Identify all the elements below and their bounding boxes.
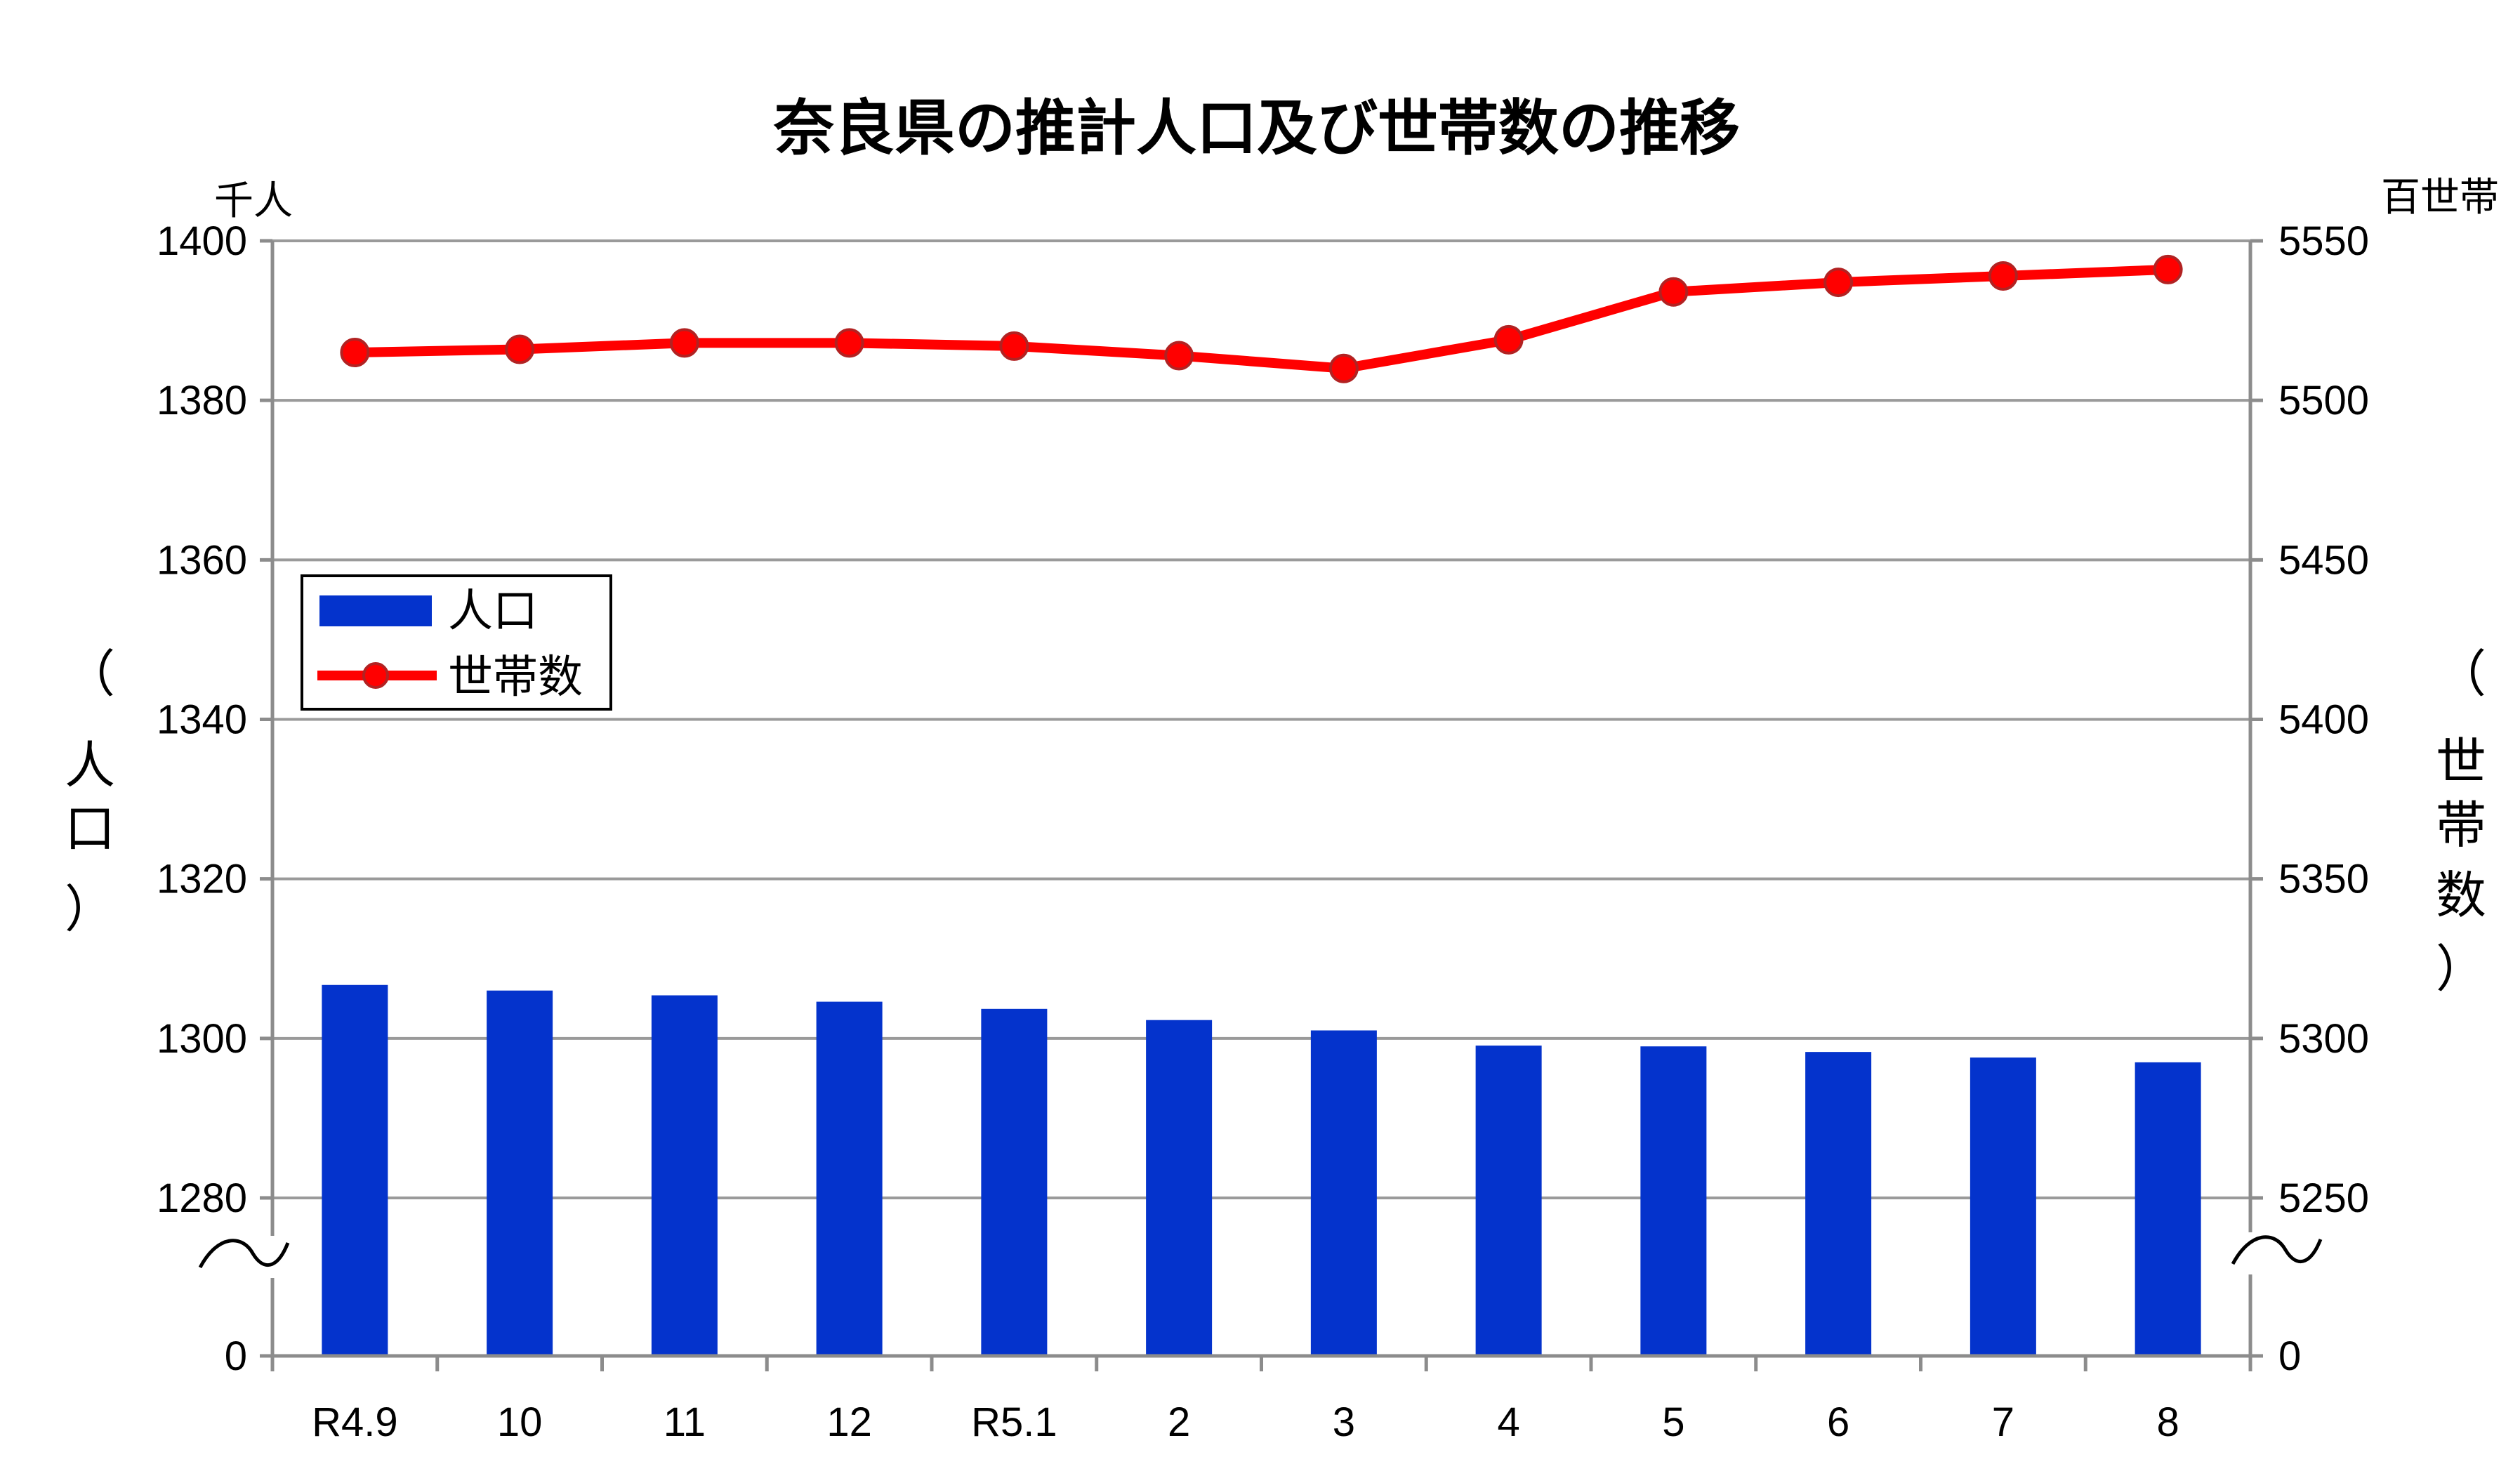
point-3 bbox=[1328, 353, 1359, 383]
point-8 bbox=[2153, 254, 2183, 284]
population-bars bbox=[322, 984, 2201, 1356]
point-7 bbox=[1988, 261, 2018, 291]
x-tick-label: 2 bbox=[1168, 1399, 1190, 1445]
households-line bbox=[340, 254, 2183, 383]
x-tick-label: 8 bbox=[2156, 1399, 2179, 1445]
bar-12 bbox=[816, 1001, 883, 1356]
point-4 bbox=[1493, 324, 1524, 355]
left-tick-label: 1360 bbox=[157, 537, 247, 583]
bar-R5.1 bbox=[981, 1008, 1048, 1356]
left-tick-label: 1400 bbox=[157, 218, 247, 264]
right-axis-title: （ 世帯数 ） bbox=[2436, 645, 2486, 998]
right-tick-label: 5300 bbox=[2278, 1016, 2369, 1062]
right-axis-title-char: （ bbox=[2436, 645, 2486, 704]
axes bbox=[260, 239, 2263, 1371]
legend: 人口 世帯数 bbox=[301, 574, 612, 711]
bar-4 bbox=[1475, 1046, 1542, 1356]
point-R4.9 bbox=[340, 338, 370, 368]
x-tick-label: 4 bbox=[1497, 1399, 1519, 1445]
point-10 bbox=[505, 334, 535, 364]
right-tick-label: 0 bbox=[2278, 1333, 2301, 1379]
right-axis-title-char: 帯 bbox=[2436, 796, 2486, 855]
axis-break-left-icon bbox=[193, 1236, 295, 1278]
left-tick-label: 1340 bbox=[157, 697, 247, 743]
x-axis-tick-labels: R4.9 10 11 12 R5.1 2 3 4 5 6 7 8 bbox=[312, 1399, 2179, 1445]
left-axis-tick-labels: 1400 1380 1360 1340 1320 1300 1280 0 bbox=[157, 218, 247, 1379]
bar-6 bbox=[1805, 1052, 1872, 1356]
left-tick-label: 0 bbox=[225, 1333, 247, 1379]
right-tick-label: 5450 bbox=[2278, 537, 2369, 583]
point-5 bbox=[1658, 277, 1689, 307]
left-tick-label: 1320 bbox=[157, 857, 247, 902]
point-12 bbox=[834, 328, 864, 358]
right-axis-title-char: 世 bbox=[2436, 732, 2486, 791]
point-R5.1 bbox=[999, 331, 1029, 361]
legend-swatch-population bbox=[319, 595, 432, 626]
left-axis-title-char: 人 bbox=[65, 736, 115, 795]
legend-label-households: 世帯数 bbox=[448, 652, 583, 704]
gridlines bbox=[272, 239, 2250, 1199]
left-tick-label: 1300 bbox=[157, 1016, 247, 1062]
left-tick-label: 1280 bbox=[157, 1175, 247, 1221]
x-tick-label: 10 bbox=[497, 1399, 543, 1445]
bar-11 bbox=[651, 995, 718, 1356]
left-tick-label: 1380 bbox=[157, 378, 247, 423]
x-tick-label: 11 bbox=[664, 1399, 706, 1445]
left-axis-title: （ 人口 ） bbox=[65, 645, 115, 939]
right-tick-label: 5350 bbox=[2278, 857, 2369, 902]
right-axis-tick-labels: 5550 5500 5450 5400 5350 5300 5250 0 bbox=[2278, 218, 2369, 1379]
bar-8 bbox=[2135, 1062, 2201, 1356]
x-tick-label: 3 bbox=[1333, 1399, 1355, 1445]
axis-break-right-icon bbox=[2226, 1232, 2328, 1274]
households-line-path bbox=[355, 264, 2168, 374]
right-tick-label: 5500 bbox=[2278, 378, 2369, 423]
left-axis-title-char: ） bbox=[65, 880, 115, 939]
bar-3 bbox=[1310, 1030, 1377, 1356]
legend-marker-households bbox=[362, 662, 389, 689]
x-tick-label: 12 bbox=[826, 1399, 872, 1445]
right-tick-label: 5250 bbox=[2278, 1175, 2369, 1221]
right-tick-label: 5550 bbox=[2278, 218, 2369, 264]
bar-10 bbox=[487, 990, 553, 1356]
right-axis-title-char: 数 bbox=[2436, 866, 2486, 925]
x-tick-label: 7 bbox=[1992, 1399, 2014, 1445]
bar-7 bbox=[1970, 1057, 2036, 1356]
point-6 bbox=[1823, 268, 1854, 298]
x-tick-label: 5 bbox=[1662, 1399, 1684, 1445]
x-tick-label: R4.9 bbox=[312, 1399, 398, 1445]
left-axis-unit: 千人 bbox=[214, 178, 293, 224]
bar-R4.9 bbox=[322, 984, 388, 1356]
bar-2 bbox=[1146, 1020, 1213, 1356]
left-axis-title-char: 口 bbox=[65, 799, 115, 858]
left-axis-title-char: （ bbox=[65, 645, 115, 704]
point-2 bbox=[1164, 341, 1194, 371]
right-tick-label: 5400 bbox=[2278, 697, 2369, 743]
bar-5 bbox=[1640, 1046, 1707, 1356]
right-axis-title-char: ） bbox=[2436, 940, 2486, 998]
x-tick-label: 6 bbox=[1827, 1399, 1849, 1445]
point-11 bbox=[669, 328, 699, 358]
x-tick-label: R5.1 bbox=[971, 1399, 1057, 1445]
legend-label-population: 人口 bbox=[448, 586, 538, 638]
chart-title: 奈良県の推計人口及び世帯数の推移 bbox=[773, 93, 1740, 164]
right-axis-unit: 百世帯 bbox=[2381, 175, 2499, 220]
